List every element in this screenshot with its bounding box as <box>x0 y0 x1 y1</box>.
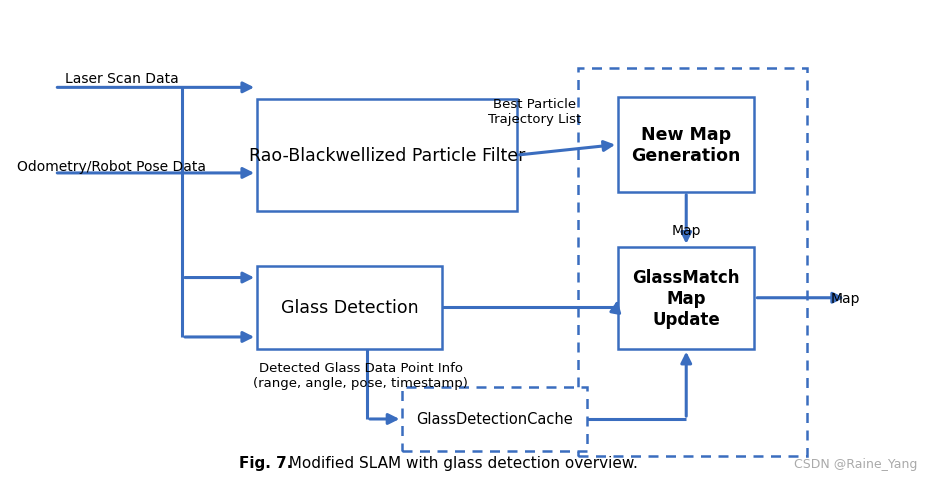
Text: Map: Map <box>831 291 860 305</box>
Text: GlassMatch
Map
Update: GlassMatch Map Update <box>633 268 740 328</box>
FancyBboxPatch shape <box>618 97 755 192</box>
Text: Laser Scan Data: Laser Scan Data <box>66 72 180 85</box>
FancyBboxPatch shape <box>257 266 442 349</box>
Text: New Map
Generation: New Map Generation <box>632 126 741 165</box>
Text: Detected Glass Data Point Info
(range, angle, pose, timestamp): Detected Glass Data Point Info (range, a… <box>254 361 468 389</box>
FancyBboxPatch shape <box>257 100 517 212</box>
FancyBboxPatch shape <box>402 387 588 451</box>
Text: Glass Detection: Glass Detection <box>281 299 418 317</box>
Text: Fig. 7.: Fig. 7. <box>240 455 292 470</box>
Text: Rao-Blackwellized Particle Filter: Rao-Blackwellized Particle Filter <box>249 147 525 165</box>
FancyBboxPatch shape <box>618 247 755 349</box>
Text: Odometry/Robot Pose Data: Odometry/Robot Pose Data <box>17 159 206 173</box>
Text: GlassDetectionCache: GlassDetectionCache <box>416 412 573 427</box>
Text: Best Particle
Trajectory List: Best Particle Trajectory List <box>488 98 581 126</box>
FancyBboxPatch shape <box>578 69 807 456</box>
Text: CSDN @Raine_Yang: CSDN @Raine_Yang <box>794 457 917 470</box>
Text: Modified SLAM with glass detection overview.: Modified SLAM with glass detection overv… <box>279 455 638 470</box>
Text: Map: Map <box>672 224 701 238</box>
